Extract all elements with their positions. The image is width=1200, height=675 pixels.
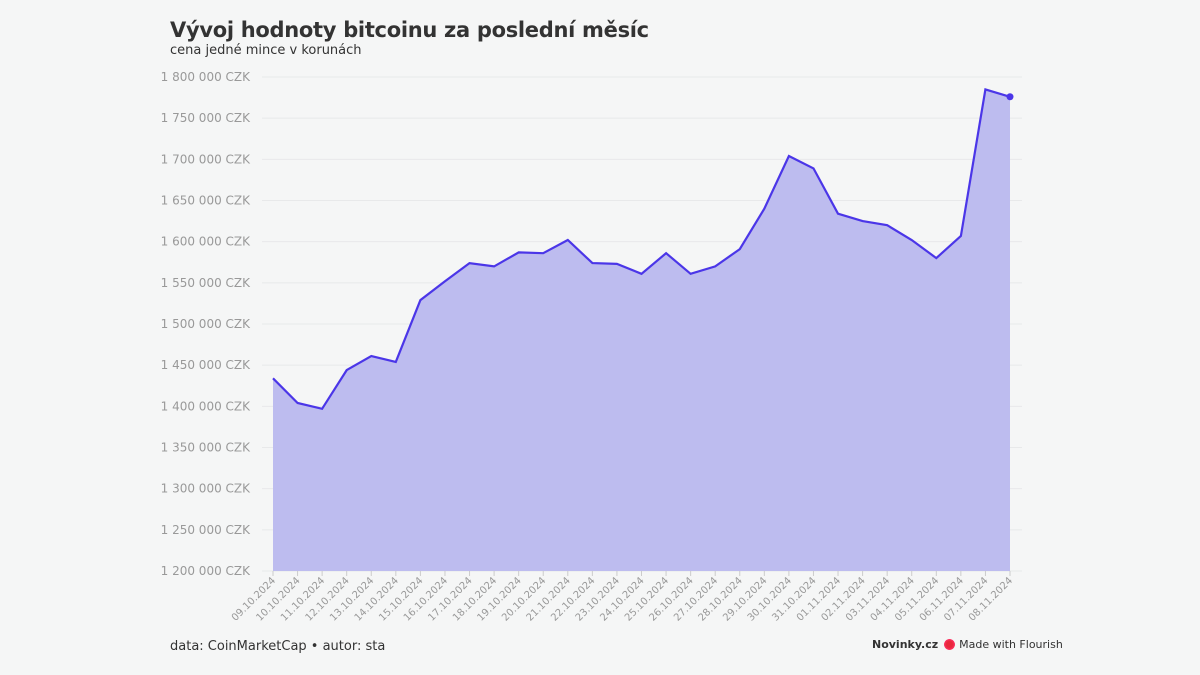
y-tick-label: 1 350 000 CZK: [161, 441, 251, 455]
chart-subtitle: cena jedné mince v korunách: [170, 43, 362, 58]
area-fill: [273, 89, 1010, 572]
y-tick-label: 1 550 000 CZK: [161, 276, 251, 290]
y-axis: 1 200 000 CZK 1 250 000 CZK 1 300 000 CZK 1…: [161, 70, 251, 578]
chart-title: Vývoj hodnoty bitcoinu za poslední měsíc: [170, 18, 649, 42]
y-tick-label: 1 450 000 CZK: [161, 358, 251, 372]
publisher-logo[interactable]: Novinky.cz: [872, 638, 939, 651]
y-tick-label: 1 250 000 CZK: [161, 523, 251, 537]
y-tick-label: 1 500 000 CZK: [161, 317, 251, 331]
y-tick-label: 1 800 000 CZK: [161, 70, 251, 84]
flourish-credit[interactable]: Made with Flourish: [944, 638, 1063, 651]
y-tick-label: 1 600 000 CZK: [161, 235, 251, 249]
flourish-credit-text: Made with Flourish: [959, 638, 1063, 651]
data-point: [1006, 93, 1014, 101]
y-tick-label: 1 200 000 CZK: [161, 564, 251, 578]
source-note: data: CoinMarketCap • autor: sta: [170, 639, 386, 654]
series-line: [272, 87, 1011, 411]
branding: Novinky.cz Made with Flourish: [872, 638, 1063, 651]
y-tick-label: 1 300 000 CZK: [161, 482, 251, 496]
y-tick-label: 1 400 000 CZK: [161, 399, 251, 413]
y-tick-label: 1 700 000 CZK: [161, 152, 251, 166]
y-tick-label: 1 650 000 CZK: [161, 194, 251, 208]
data-points: [1006, 93, 1014, 101]
flourish-logo-icon: [944, 639, 956, 650]
y-tick-label: 1 750 000 CZK: [161, 111, 251, 125]
x-axis: 09.10.202410.10.202411.10.202412.10.2024…: [230, 571, 1015, 624]
